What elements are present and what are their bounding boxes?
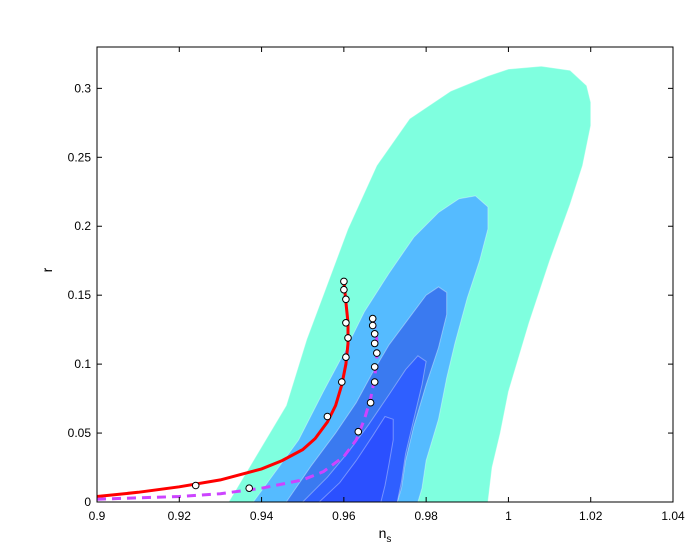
x-tick-label: 0.98: [414, 509, 438, 523]
y-tick-label: 0.1: [74, 357, 91, 371]
series-1-marker: [342, 353, 350, 362]
series-1-marker: [191, 481, 200, 490]
series-1-marker: [338, 378, 346, 386]
series-1-marker: [342, 295, 350, 304]
y-tick-label: 0.15: [68, 288, 92, 302]
x-axis-label-subscript: s: [386, 534, 391, 545]
x-axis: 0.9 0.92 0.94 0.96 0.98 1 1.02 1.04: [89, 47, 685, 523]
x-tick-label: 1: [505, 509, 512, 523]
x-tick-label: 1.04: [661, 509, 685, 523]
x-axis-label: ns: [379, 525, 392, 545]
x-tick-label: 1.02: [579, 509, 603, 523]
series-1-marker: [344, 334, 352, 342]
series-2-marker: [368, 314, 377, 323]
series-2-marker: [370, 339, 379, 348]
series-1-marker: [323, 412, 332, 421]
series-2-marker: [373, 349, 381, 357]
series-2-marker: [370, 378, 379, 386]
y-tick-label: 0: [84, 495, 91, 509]
line-layer: [96, 281, 379, 501]
series-1-marker: [340, 277, 348, 286]
y-tick-label: 0.3: [74, 81, 91, 95]
series-1-marker: [340, 285, 348, 294]
series-line-2: [96, 318, 379, 501]
x-tick-label: 0.92: [168, 509, 192, 523]
contour-layer: [227, 65, 592, 503]
y-axis: 0 0.05 0.1 0.15 0.2 0.25 0.3: [68, 81, 673, 509]
plot-frame: [96, 46, 674, 503]
series-2-marker: [370, 330, 379, 338]
y-tick-label: 0.2: [74, 219, 91, 233]
series-2-marker: [366, 398, 375, 407]
y-tick-label: 0.05: [68, 426, 92, 440]
series-2-marker: [354, 427, 363, 436]
x-tick-label: 0.96: [332, 509, 356, 523]
series-2-marker: [370, 363, 379, 371]
y-axis-label: r: [39, 267, 55, 272]
series-1-marker: [342, 319, 350, 327]
series-2-marker: [245, 484, 253, 493]
series-line-1: [96, 281, 350, 498]
series-2-marker: [368, 321, 377, 330]
y-tick-label: 0.25: [68, 150, 92, 164]
x-tick-label: 0.9: [89, 509, 106, 523]
x-tick-label: 0.94: [250, 509, 274, 523]
contour-region-5: [317, 415, 394, 503]
marker-layer: [191, 277, 381, 493]
contour-region-4: [301, 355, 427, 503]
